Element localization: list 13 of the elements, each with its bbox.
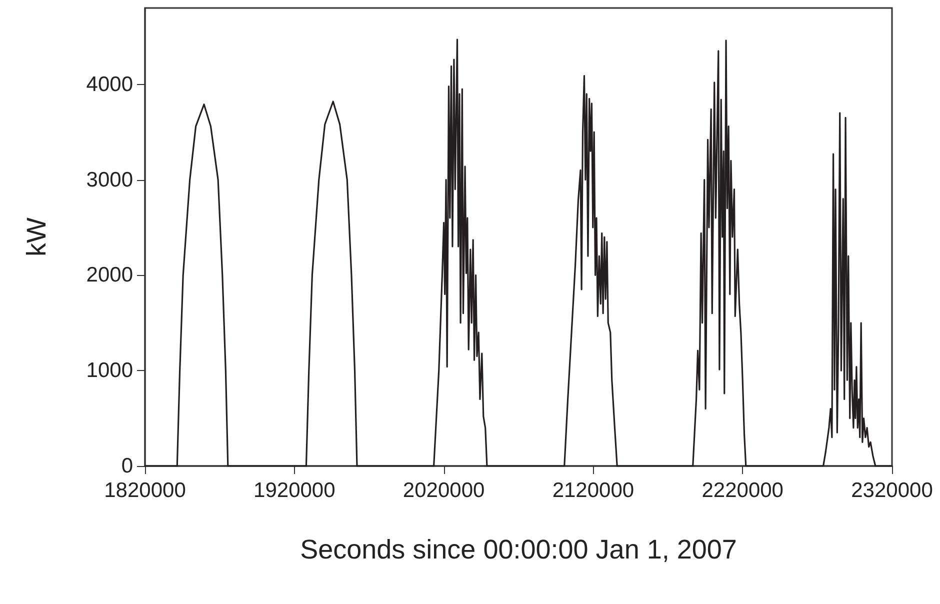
x-tick-label: 2020000 xyxy=(402,479,485,502)
y-tick-label: 2000 xyxy=(86,264,133,287)
y-axis-title: kW xyxy=(22,216,52,256)
y-tick-label: 4000 xyxy=(86,72,133,96)
x-tick-label: 2220000 xyxy=(702,479,784,502)
x-tick-label: 1820000 xyxy=(104,479,186,502)
x-tick-label: 1920000 xyxy=(254,479,336,502)
y-tick-label: 1000 xyxy=(86,359,133,382)
y-tick-label: 3000 xyxy=(86,168,133,192)
x-axis-title: Seconds since 00:00:00 Jan 1, 2007 xyxy=(300,534,737,564)
x-tick-label: 2320000 xyxy=(851,479,933,502)
x-tick-label: 2120000 xyxy=(552,479,634,502)
y-tick-label: 0 xyxy=(121,454,133,478)
